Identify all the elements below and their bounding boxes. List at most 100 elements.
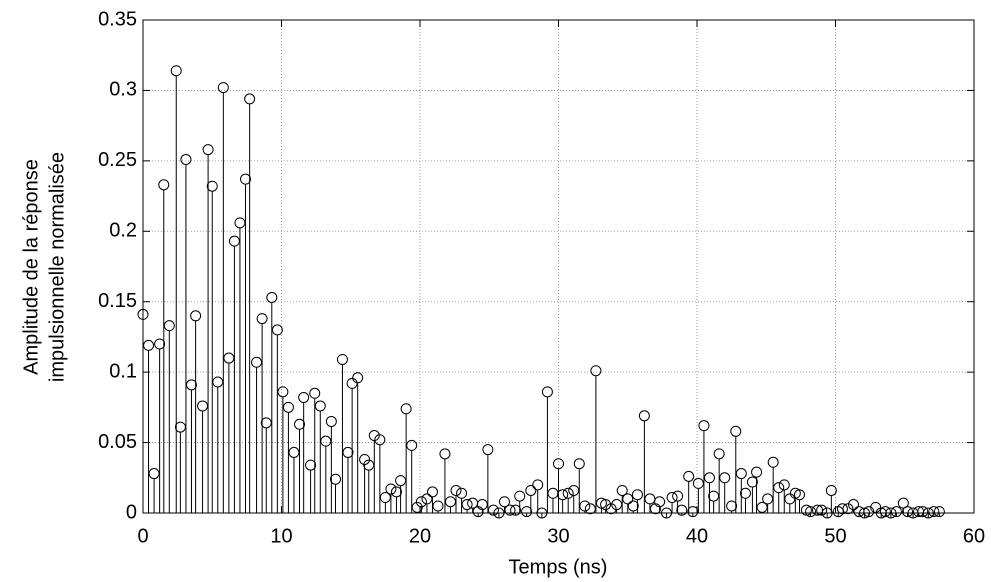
stem bbox=[573, 458, 585, 513]
stem-marker bbox=[346, 377, 358, 389]
x-tick-label: 0 bbox=[137, 525, 148, 547]
stem bbox=[217, 82, 229, 513]
stem bbox=[726, 500, 738, 513]
stem-marker bbox=[622, 493, 634, 505]
stem-marker bbox=[374, 434, 386, 446]
x-tick-label: 10 bbox=[270, 525, 292, 547]
stem-marker bbox=[713, 448, 725, 460]
stem-marker bbox=[251, 356, 263, 368]
stem-marker bbox=[277, 386, 289, 398]
stem-marker bbox=[305, 459, 317, 471]
stem bbox=[713, 448, 725, 513]
stem-marker bbox=[256, 313, 268, 325]
stem-marker bbox=[692, 477, 704, 489]
stem bbox=[719, 472, 731, 513]
stem bbox=[282, 401, 294, 513]
stem-marker bbox=[627, 500, 639, 512]
stem-marker bbox=[421, 493, 433, 505]
stem-marker bbox=[848, 499, 860, 511]
x-tick-label: 30 bbox=[547, 525, 569, 547]
stem bbox=[687, 506, 699, 518]
stem-marker bbox=[751, 466, 763, 478]
stem-marker bbox=[698, 420, 710, 432]
stem bbox=[444, 496, 456, 513]
stem bbox=[476, 499, 488, 513]
stem bbox=[746, 476, 758, 513]
stem-marker bbox=[521, 506, 533, 518]
stem-marker bbox=[654, 496, 666, 508]
stem bbox=[352, 372, 364, 513]
stem bbox=[514, 490, 526, 513]
stem bbox=[622, 493, 634, 513]
stem-marker bbox=[174, 421, 186, 433]
stem bbox=[450, 484, 462, 513]
stem-marker bbox=[239, 173, 251, 185]
stem bbox=[638, 410, 650, 513]
stem bbox=[498, 496, 510, 513]
stem-marker bbox=[816, 504, 828, 516]
stem-marker bbox=[439, 448, 451, 460]
stem-marker bbox=[735, 468, 747, 480]
stem bbox=[374, 434, 386, 513]
stem bbox=[163, 320, 175, 513]
stem-marker bbox=[143, 339, 155, 351]
stem-marker bbox=[579, 500, 591, 512]
stem-marker bbox=[352, 372, 364, 384]
stem bbox=[185, 379, 197, 513]
stem bbox=[842, 503, 854, 515]
stem-marker bbox=[584, 503, 596, 515]
stem-marker bbox=[223, 352, 235, 364]
y-tick-label: 0 bbox=[126, 501, 137, 523]
stem-marker bbox=[631, 489, 643, 501]
stem bbox=[879, 506, 891, 518]
y-axis-label: impulsionnelle normalisée bbox=[46, 152, 68, 382]
stem bbox=[487, 504, 499, 516]
stem bbox=[532, 479, 544, 513]
stem bbox=[579, 500, 591, 513]
stem bbox=[676, 504, 688, 516]
x-tick-label: 20 bbox=[409, 525, 431, 547]
stem bbox=[600, 499, 612, 513]
stem-marker bbox=[476, 499, 488, 511]
stem bbox=[504, 504, 516, 516]
stem-marker bbox=[154, 338, 166, 350]
stem bbox=[482, 444, 494, 513]
stem-marker bbox=[683, 470, 695, 482]
stem bbox=[228, 235, 240, 513]
stem-marker bbox=[922, 507, 934, 519]
stem-marker bbox=[190, 310, 202, 322]
stem bbox=[260, 417, 272, 513]
stem bbox=[885, 507, 897, 519]
stem-marker bbox=[532, 479, 544, 491]
stem-marker bbox=[228, 235, 240, 247]
stem bbox=[346, 377, 358, 513]
stem-marker bbox=[504, 504, 516, 516]
stem-marker bbox=[426, 486, 438, 498]
stem bbox=[805, 506, 817, 518]
stem bbox=[266, 291, 278, 513]
stem bbox=[180, 153, 192, 513]
stem bbox=[683, 470, 695, 513]
stem-marker bbox=[320, 435, 332, 447]
stem-marker bbox=[917, 506, 929, 518]
stem bbox=[553, 458, 564, 513]
stem bbox=[197, 400, 209, 513]
stem-marker bbox=[616, 484, 628, 496]
y-tick-label: 0.25 bbox=[98, 149, 137, 171]
stem bbox=[541, 386, 553, 513]
stem-marker bbox=[444, 496, 456, 508]
stem-marker bbox=[703, 472, 715, 484]
stem-marker bbox=[400, 403, 412, 415]
stem-marker bbox=[933, 506, 945, 518]
stem-marker bbox=[180, 153, 192, 165]
stem bbox=[666, 492, 678, 513]
stem-marker bbox=[487, 504, 499, 516]
stem bbox=[821, 507, 833, 519]
stem bbox=[611, 499, 623, 513]
stem-marker bbox=[661, 507, 673, 519]
stem bbox=[363, 459, 375, 513]
stem-marker bbox=[928, 506, 940, 518]
stem bbox=[870, 501, 882, 513]
y-tick-label: 0.35 bbox=[98, 8, 137, 30]
stem-marker bbox=[379, 492, 391, 504]
